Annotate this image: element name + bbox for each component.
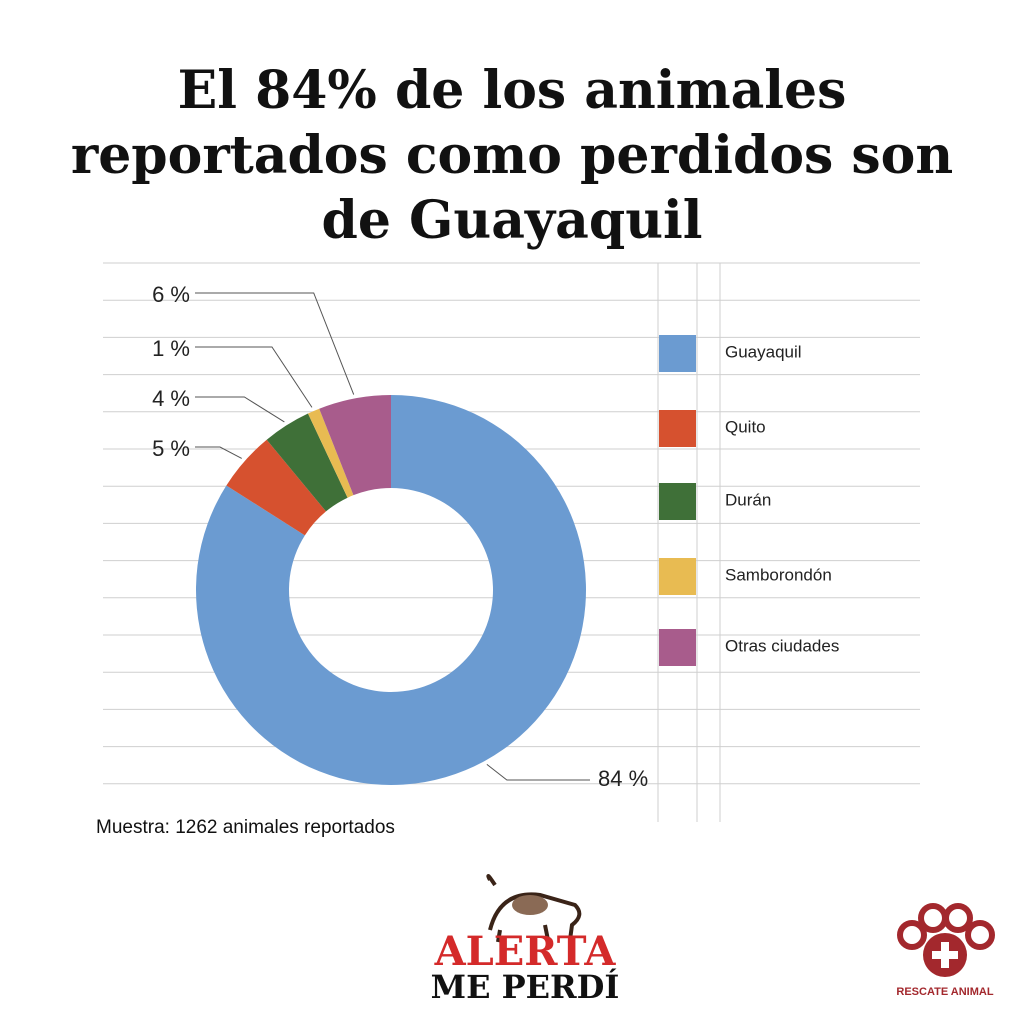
legend-swatch <box>659 558 696 595</box>
rescate-logo: RESCATE ANIMAL <box>896 903 995 998</box>
dog-patch <box>512 895 548 915</box>
data-label: 6 % <box>152 282 190 307</box>
paw-toe <box>943 903 973 933</box>
data-label: 84 % <box>598 766 648 791</box>
pie-slice <box>196 395 586 785</box>
leader-line <box>486 763 590 781</box>
paw-toe <box>918 903 948 933</box>
leader-line <box>195 346 313 408</box>
legend-swatch <box>659 410 696 447</box>
logo-text: ME PERDÍ <box>431 968 620 1006</box>
data-label: 4 % <box>152 386 190 411</box>
legend-label: Durán <box>725 490 771 509</box>
legend-swatch <box>659 483 696 520</box>
logo-text: RESCATE ANIMAL <box>896 986 993 998</box>
logo-text: ALERTA <box>434 928 617 975</box>
pie-slice <box>319 395 391 496</box>
legend-swatch <box>659 629 696 666</box>
legend-label: Guayaquil <box>725 342 802 361</box>
leader-line <box>195 292 355 395</box>
legend-label: Samborondón <box>725 565 832 584</box>
data-label: 1 % <box>152 336 190 361</box>
leader-line <box>195 446 242 459</box>
leader-line <box>195 396 285 423</box>
paw-toe <box>965 920 995 950</box>
chart-title: El 84% de los animales reportados como p… <box>70 60 954 251</box>
data-label: 5 % <box>152 436 190 461</box>
legend-label: Quito <box>725 417 766 436</box>
paw-cross <box>932 942 958 968</box>
pie-slice <box>307 408 354 498</box>
paw-toe <box>897 920 927 950</box>
pie-slice <box>226 439 326 536</box>
legend-label: Otras ciudades <box>725 636 839 655</box>
legend-swatch <box>659 335 696 372</box>
sample-note: Muestra: 1262 animales reportados <box>96 817 395 838</box>
pie-slice <box>266 413 348 512</box>
